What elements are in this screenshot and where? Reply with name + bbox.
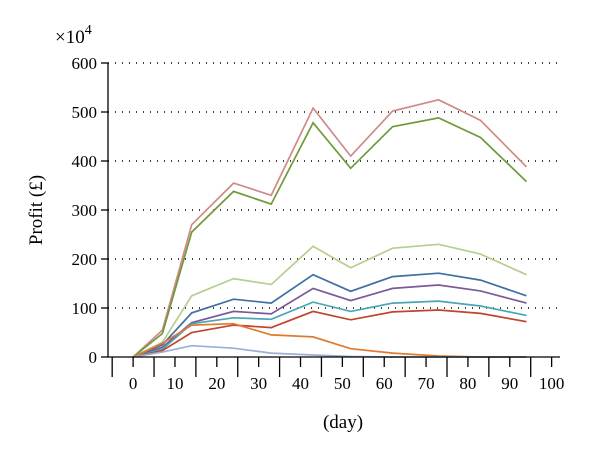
- x-tick-label: 60: [376, 374, 393, 393]
- x-axis-label: (day): [323, 412, 363, 433]
- series-line-8: [132, 322, 527, 358]
- y-tick-label: 500: [72, 103, 98, 122]
- x-tick-label: 10: [166, 374, 183, 393]
- y-tick-label: 300: [72, 201, 98, 220]
- x-tick-label: 30: [250, 374, 267, 393]
- series-line-9: [132, 344, 527, 358]
- x-tick-label: 70: [418, 374, 435, 393]
- axes: [107, 63, 560, 358]
- y-tick-label: 400: [72, 152, 98, 171]
- grid-lines: [108, 62, 560, 309]
- y-tick-label: 0: [89, 348, 98, 367]
- x-tick-label: 90: [501, 374, 518, 393]
- series-line-3: [132, 243, 527, 358]
- series-line-4: [132, 272, 527, 358]
- series-lines: [132, 98, 528, 358]
- y-multiplier-label: ×104: [55, 23, 92, 48]
- x-tick-label: 80: [459, 374, 476, 393]
- series-line-6: [132, 300, 527, 358]
- x-tick-label: 50: [334, 374, 351, 393]
- y-tick-label: 100: [72, 299, 98, 318]
- y-tick-label: 600: [72, 54, 98, 73]
- x-tick-label: 0: [129, 374, 138, 393]
- x-tick-label: 20: [208, 374, 225, 393]
- ticks: 0 100 200 300 400 500 600 0 10 20 30 40 50 60 70 80 90 10…: [72, 54, 565, 393]
- y-axis-label: Profit (£): [26, 175, 47, 245]
- series-line-7: [132, 309, 527, 358]
- series-line-1: [132, 98, 528, 358]
- x-tick-label: 40: [292, 374, 309, 393]
- series-line-2: [132, 117, 528, 358]
- y-tick-label: 200: [72, 250, 98, 269]
- x-tick-label: 100: [539, 374, 565, 393]
